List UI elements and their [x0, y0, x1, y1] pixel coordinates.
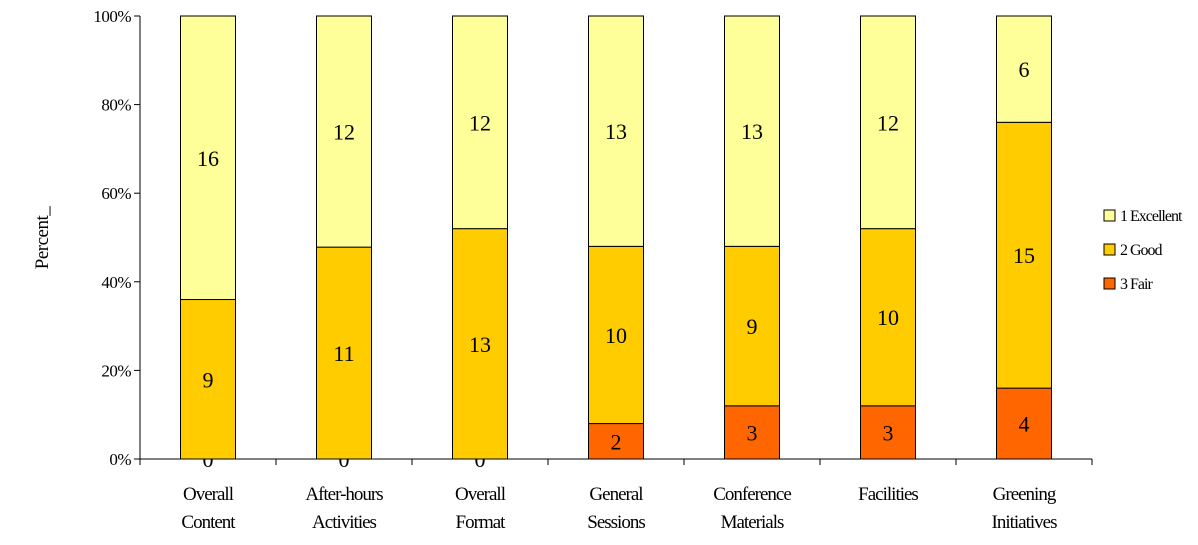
legend-label-2-good: 2 Good: [1120, 242, 1163, 259]
legend-label-1-excellent: 1 Excellent: [1120, 208, 1183, 225]
data-label-3-fair-6: 3: [883, 420, 894, 445]
y-tick-label: 20%: [101, 361, 131, 380]
legend-label-3-fair: 3 Fair: [1120, 276, 1153, 293]
legend-swatch-3-fair: [1103, 277, 1116, 290]
bar-segment-1-excellent-7: [996, 15, 1052, 123]
y-axis-label: Percent_: [32, 206, 53, 269]
bar-segment-2-good-5: [724, 245, 780, 407]
bar-segment-1-excellent-5: [724, 15, 780, 247]
data-label-1-excellent-4: 13: [605, 119, 627, 144]
data-label-2-good-1: 9: [203, 367, 214, 392]
data-label-1-excellent-3: 12: [469, 110, 491, 135]
bar-segment-2-good-7: [996, 121, 1052, 389]
legend: 1 Excellent 2 Good 3 Fair: [1103, 208, 1184, 293]
data-label-3-fair-5: 3: [747, 420, 758, 445]
x-tick-label-2: After-hours: [305, 484, 383, 505]
bar-segment-3-fair-5: [724, 405, 780, 460]
data-label-2-good-4: 10: [605, 323, 627, 348]
data-label-1-excellent-1: 16: [197, 146, 219, 171]
data-label-1-excellent-7: 6: [1019, 57, 1030, 82]
y-tick-label: 80%: [101, 96, 131, 115]
x-tick-label-5: Materials: [721, 512, 784, 533]
data-label-2-good-6: 10: [877, 305, 899, 330]
x-tick-label-4: Sessions: [587, 512, 645, 533]
y-tick-label: 40%: [101, 273, 131, 292]
bar-segment-1-excellent-3: [452, 15, 508, 230]
bar-segment-1-excellent-1: [180, 15, 236, 301]
bar-segment-3-fair-6: [860, 405, 916, 460]
data-label-1-excellent-5: 13: [741, 119, 763, 144]
legend-swatch-2-good: [1103, 243, 1116, 256]
x-tick-label-5: Conference: [713, 484, 791, 505]
x-tick-label-6: Facilities: [858, 484, 918, 505]
data-label-1-excellent-2: 12: [333, 120, 355, 145]
y-tick-label: 100%: [93, 7, 131, 26]
bar-segment-1-excellent-2: [316, 15, 372, 248]
bars-group: 09160111201312210133913310124156: [180, 15, 1052, 472]
bar-segment-2-good-3: [452, 228, 508, 460]
data-label-2-good-7: 15: [1013, 243, 1035, 268]
x-tick-label-7: Greening: [993, 484, 1057, 505]
x-tick-label-4: General: [589, 484, 643, 505]
data-label-1-excellent-6: 12: [877, 110, 899, 135]
x-tick-label-1: Overall: [183, 484, 234, 505]
x-tick-label-3: Overall: [455, 484, 506, 505]
data-label-2-good-5: 9: [747, 314, 758, 339]
x-tick-label-7: Initiatives: [992, 512, 1058, 533]
data-label-2-good-3: 13: [469, 332, 491, 357]
bar-segment-2-good-6: [860, 228, 916, 407]
bar-segment-1-excellent-4: [588, 15, 644, 247]
data-label-3-fair-7: 4: [1019, 412, 1030, 437]
x-tick-label-3: Format: [456, 512, 507, 533]
data-label-3-fair-4: 2: [611, 429, 622, 454]
x-tick-label-2: Activities: [312, 512, 376, 533]
y-tick-label: 60%: [101, 184, 131, 203]
x-tick-label-1: Content: [181, 512, 236, 533]
legend-swatch-1-excellent: [1103, 209, 1116, 222]
bar-segment-3-fair-4: [588, 423, 644, 460]
bar-segment-1-excellent-6: [860, 15, 916, 230]
axes-group: Overall Content After-hours Activities Overa…: [93, 7, 1093, 533]
y-tick-label: 0%: [109, 450, 131, 469]
data-label-2-good-2: 11: [333, 341, 354, 366]
bar-segment-2-good-4: [588, 245, 644, 425]
